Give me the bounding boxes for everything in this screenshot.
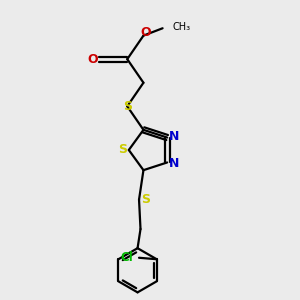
Text: S: S — [118, 143, 127, 157]
Text: O: O — [88, 53, 98, 66]
Text: N: N — [168, 158, 179, 170]
Text: S: S — [123, 100, 132, 113]
Text: N: N — [168, 130, 179, 142]
Text: Cl: Cl — [120, 251, 133, 264]
Text: CH₃: CH₃ — [173, 22, 191, 32]
Text: S: S — [141, 193, 150, 206]
Text: O: O — [140, 26, 151, 39]
